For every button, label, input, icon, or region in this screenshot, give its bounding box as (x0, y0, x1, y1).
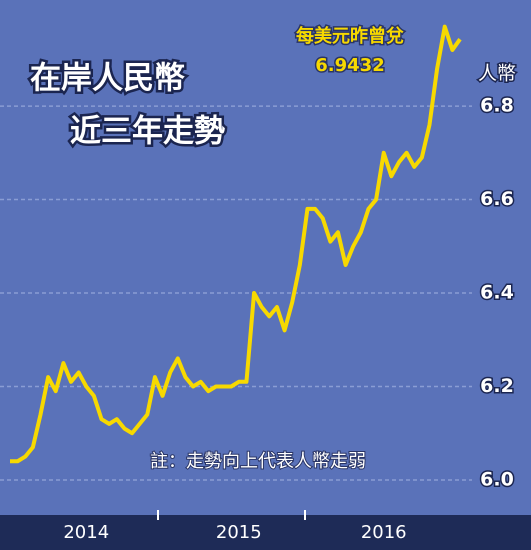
y-tick-label: 6.0 (480, 468, 514, 490)
y-tick-label: 6.4 (480, 282, 514, 304)
title-line: 在岸人民幣 (30, 61, 185, 97)
y-tick-label: 6.6 (480, 188, 514, 210)
y-axis-label: 人幣 (478, 63, 516, 85)
title-line: 近三年走勢 (70, 114, 225, 150)
annotation-text: 每美元昨曾兌 (296, 25, 404, 47)
y-tick-label: 6.2 (480, 375, 514, 397)
line (10, 24, 462, 464)
note: 註：走勢向上代表人幣走弱 (150, 451, 366, 472)
y-tick-label: 6.8 (480, 95, 514, 117)
x-tick-label: 2016 (361, 522, 407, 543)
x-tick-label: 2015 (216, 522, 262, 543)
x-tick-label: 2014 (63, 522, 109, 543)
x-axis-band (0, 515, 531, 550)
annotation-value: 6.9432 (315, 55, 384, 76)
